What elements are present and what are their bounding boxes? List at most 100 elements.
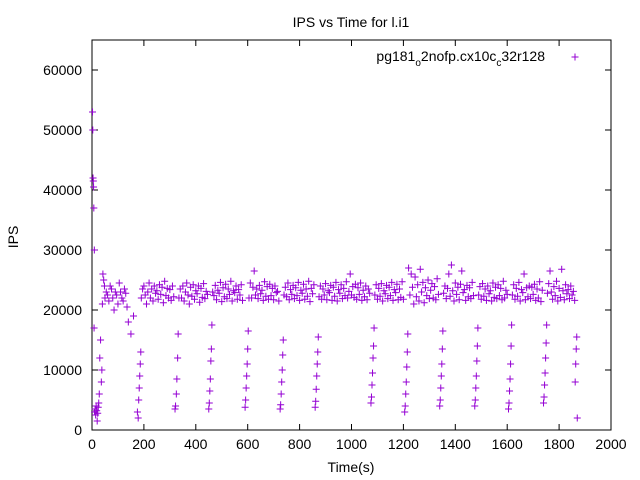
data-point <box>167 296 175 304</box>
data-point <box>114 300 122 308</box>
data-point <box>484 282 492 290</box>
data-point <box>559 287 567 295</box>
data-point <box>287 286 295 294</box>
data-point <box>572 345 580 353</box>
x-tick-label: 1600 <box>492 436 523 452</box>
data-point <box>466 284 474 292</box>
data-point <box>486 287 494 295</box>
data-point <box>157 290 165 298</box>
data-point <box>563 290 571 298</box>
data-point <box>207 345 215 353</box>
data-point <box>140 282 148 290</box>
data-point <box>312 385 320 393</box>
data-point <box>442 295 450 303</box>
data-point <box>517 286 525 294</box>
data-point <box>324 287 332 295</box>
data-point <box>367 399 375 407</box>
data-point <box>196 298 204 306</box>
data-point <box>270 296 278 304</box>
data-point <box>223 295 231 303</box>
data-point <box>560 296 568 304</box>
data-point <box>541 381 549 389</box>
data-point <box>554 297 562 305</box>
data-point <box>530 280 538 288</box>
data-point <box>210 292 218 300</box>
data-point <box>427 286 435 294</box>
data-point <box>229 287 237 295</box>
data-point <box>93 417 101 425</box>
data-point <box>392 289 400 297</box>
data-point <box>445 270 453 278</box>
data-point <box>485 290 493 298</box>
data-point <box>94 409 102 417</box>
data-point <box>404 330 412 338</box>
data-point <box>209 288 217 296</box>
data-point <box>438 345 446 353</box>
data-point <box>495 292 503 300</box>
data-point <box>447 261 455 269</box>
data-point <box>328 296 336 304</box>
data-point <box>292 284 300 292</box>
data-point <box>433 275 441 283</box>
chart-title: IPS vs Time for l.i1 <box>293 14 410 30</box>
data-point <box>296 296 304 304</box>
data-point <box>271 282 279 290</box>
data-point <box>294 278 302 286</box>
data-point <box>425 295 433 303</box>
data-point <box>370 342 378 350</box>
data-point <box>124 318 132 326</box>
data-point <box>410 300 418 308</box>
data-point <box>236 291 244 299</box>
data-point <box>537 298 545 306</box>
data-point <box>258 286 266 294</box>
data-point <box>370 324 378 332</box>
data-point <box>206 375 214 383</box>
data-point <box>100 276 108 284</box>
data-point <box>243 372 251 380</box>
data-point <box>251 291 259 299</box>
data-point <box>214 286 222 294</box>
data-point <box>488 297 496 305</box>
data-point <box>366 289 374 297</box>
data-point <box>303 292 311 300</box>
data-point <box>536 278 544 286</box>
data-point <box>472 372 480 380</box>
x-tick-label: 1200 <box>388 436 419 452</box>
data-point <box>450 297 458 305</box>
y-tick-label: 0 <box>74 422 82 438</box>
x-tick-label: 0 <box>88 436 96 452</box>
data-point <box>205 399 213 407</box>
data-point <box>436 396 444 404</box>
data-point <box>172 390 180 398</box>
data-point <box>249 283 257 291</box>
data-point <box>520 270 528 278</box>
data-point <box>224 285 232 293</box>
data-point <box>565 295 573 303</box>
data-point <box>416 265 424 273</box>
data-point <box>408 283 416 291</box>
x-axis-label: Time(s) <box>328 459 375 475</box>
data-point <box>542 339 550 347</box>
data-point <box>405 264 413 272</box>
data-point <box>139 285 147 293</box>
data-point <box>218 298 226 306</box>
data-point <box>107 285 115 293</box>
data-point <box>243 360 251 368</box>
data-point <box>314 333 322 341</box>
data-point <box>264 295 272 303</box>
data-point <box>379 297 387 305</box>
data-point <box>393 280 401 288</box>
data-point <box>203 290 211 298</box>
data-point <box>369 369 377 377</box>
data-point <box>406 291 414 299</box>
data-point <box>117 288 125 296</box>
data-point <box>538 286 546 294</box>
data-point <box>98 300 106 308</box>
data-point <box>120 285 128 293</box>
y-tick-label: 30000 <box>43 242 82 258</box>
y-axis-label: IPS <box>5 226 21 249</box>
data-point <box>354 284 362 292</box>
data-point <box>320 291 328 299</box>
data-point <box>219 284 227 292</box>
data-point <box>242 384 250 392</box>
